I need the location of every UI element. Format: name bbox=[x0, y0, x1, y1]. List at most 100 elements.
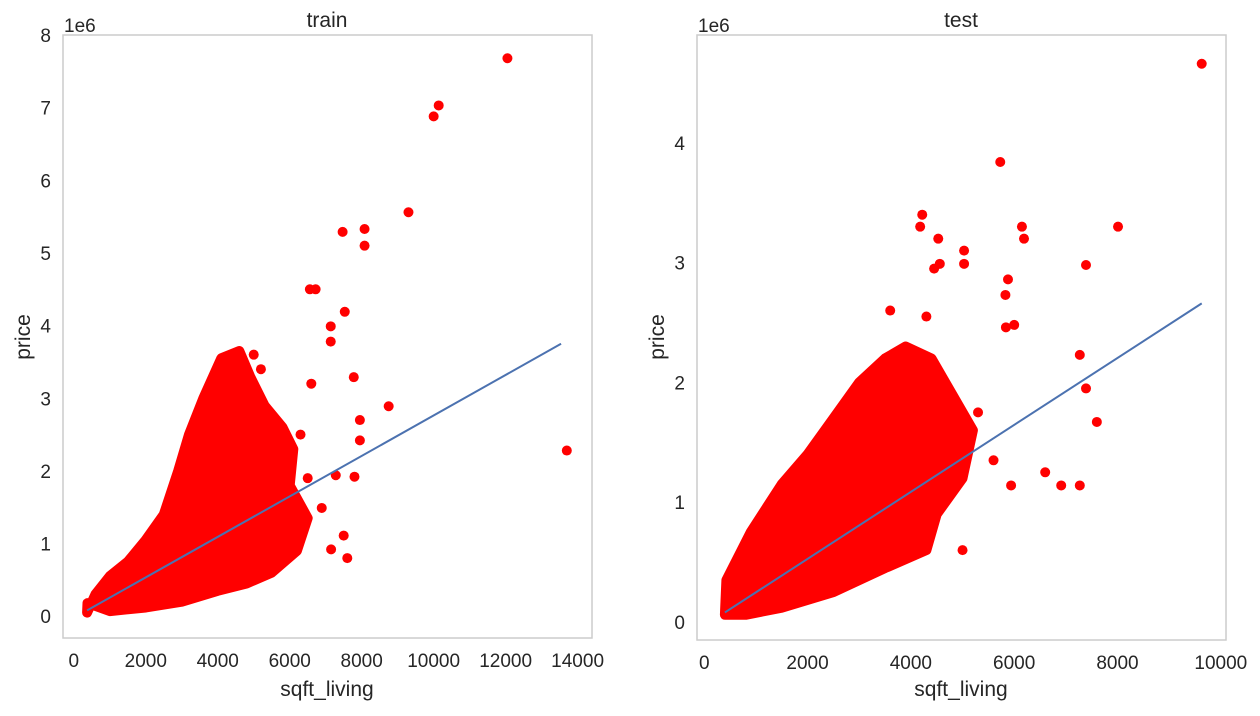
train-data-point bbox=[339, 306, 350, 317]
train-data-point bbox=[288, 541, 299, 552]
test-ytick-label: 3 bbox=[674, 254, 685, 275]
train-data-point bbox=[338, 530, 349, 541]
test-data-point bbox=[1002, 274, 1013, 285]
test-axes-frame bbox=[696, 34, 1227, 641]
train-data-point bbox=[326, 544, 337, 555]
test-data-point bbox=[959, 258, 970, 269]
test-ytick-label: 0 bbox=[674, 613, 685, 634]
test-ytick-label: 4 bbox=[674, 134, 685, 155]
train-data-point bbox=[502, 53, 513, 64]
test-data-point bbox=[995, 156, 1006, 167]
train-xtick-label: 12000 bbox=[479, 651, 532, 672]
test-data-point bbox=[1091, 416, 1102, 427]
test-data-point bbox=[1000, 289, 1011, 300]
train-ytick-label: 0 bbox=[40, 607, 51, 628]
test-xtick-label: 0 bbox=[699, 653, 710, 674]
train-data-point bbox=[316, 502, 327, 513]
test-ytick-label: 1 bbox=[674, 493, 685, 514]
train-data-point bbox=[349, 471, 360, 482]
test-dense-points bbox=[719, 341, 978, 620]
test-offset-label: 1e6 bbox=[698, 16, 730, 37]
train-subplot: train 1e6 sqft_living price 0 2000 4000 600… bbox=[12, 9, 604, 701]
test-title: test bbox=[944, 9, 978, 32]
train-xtick-label: 0 bbox=[69, 651, 80, 672]
test-data-point bbox=[988, 455, 999, 466]
train-ytick-label: 5 bbox=[40, 244, 51, 265]
train-ytick-label: 8 bbox=[40, 26, 51, 47]
train-xtick-label: 8000 bbox=[341, 651, 383, 672]
train-data-point bbox=[354, 415, 365, 426]
test-subplot: test 1e6 sqft_living price 0 2000 4000 6000… bbox=[646, 9, 1247, 701]
test-data-point bbox=[1019, 233, 1030, 244]
train-ytick-label: 3 bbox=[40, 389, 51, 410]
test-data-point bbox=[1081, 383, 1092, 394]
test-data-point bbox=[885, 305, 896, 316]
train-data-point bbox=[255, 364, 266, 375]
train-ytick-label: 4 bbox=[40, 317, 51, 338]
test-xlabel: sqft_living bbox=[914, 678, 1007, 701]
train-xtick-label: 4000 bbox=[197, 651, 239, 672]
test-xtick-label: 8000 bbox=[1096, 653, 1138, 674]
train-title: train bbox=[307, 9, 348, 32]
test-data-point bbox=[921, 311, 932, 322]
train-data-point bbox=[383, 401, 394, 412]
test-xtick-label: 4000 bbox=[890, 653, 932, 674]
test-data-point bbox=[1196, 58, 1207, 69]
test-data-point bbox=[959, 245, 970, 256]
train-data-point bbox=[295, 429, 306, 440]
train-xtick-label: 14000 bbox=[551, 651, 604, 672]
train-data-point bbox=[306, 378, 317, 389]
train-data-point bbox=[248, 349, 259, 360]
train-xtick-label: 6000 bbox=[269, 651, 311, 672]
test-data-point bbox=[915, 221, 926, 232]
train-data-point bbox=[561, 445, 572, 456]
train-ytick-label: 7 bbox=[40, 99, 51, 120]
train-data-point bbox=[354, 435, 365, 446]
train-ytick-label: 2 bbox=[40, 462, 51, 483]
train-data-point bbox=[302, 473, 313, 484]
test-data-point bbox=[1040, 467, 1051, 478]
test-data-point bbox=[917, 209, 928, 220]
train-data-point bbox=[403, 207, 414, 218]
train-ytick-label: 6 bbox=[40, 171, 51, 192]
train-data-point bbox=[359, 223, 370, 234]
train-data-point bbox=[428, 111, 439, 122]
train-data-point bbox=[359, 240, 370, 251]
test-data-point bbox=[1056, 480, 1067, 491]
train-ytick-label: 1 bbox=[40, 535, 51, 556]
train-data-point bbox=[310, 284, 321, 295]
train-axes-frame bbox=[62, 34, 593, 639]
train-offset-label: 1e6 bbox=[64, 16, 96, 37]
test-xtick-label: 10000 bbox=[1194, 653, 1247, 674]
test-data-point bbox=[1000, 322, 1011, 333]
train-xlabel: sqft_living bbox=[280, 678, 373, 701]
test-xtick-label: 2000 bbox=[786, 653, 828, 674]
train-data-point bbox=[325, 336, 336, 347]
train-xtick-label: 2000 bbox=[125, 651, 167, 672]
test-ytick-label: 2 bbox=[674, 373, 685, 394]
train-ylabel: price bbox=[12, 314, 35, 360]
train-data-point bbox=[433, 100, 444, 111]
test-xtick-label: 6000 bbox=[993, 653, 1035, 674]
test-regression-line bbox=[724, 302, 1203, 614]
test-data-point bbox=[957, 545, 968, 556]
train-data-point bbox=[342, 553, 353, 564]
test-data-point bbox=[1006, 480, 1017, 491]
train-dense-points bbox=[82, 346, 313, 618]
test-data-point bbox=[1074, 480, 1085, 491]
test-ylabel: price bbox=[646, 314, 669, 360]
test-data-point bbox=[929, 263, 940, 274]
test-data-point bbox=[1113, 221, 1124, 232]
test-data-point bbox=[1016, 221, 1027, 232]
train-data-point bbox=[325, 321, 336, 332]
train-data-point bbox=[348, 372, 359, 383]
test-data-point bbox=[1009, 319, 1020, 330]
train-regression-line bbox=[86, 342, 562, 612]
test-data-point bbox=[933, 233, 944, 244]
train-xtick-label: 10000 bbox=[407, 651, 460, 672]
test-data-point bbox=[973, 407, 984, 418]
test-data-point bbox=[1074, 349, 1085, 360]
test-data-point bbox=[1081, 260, 1092, 271]
train-data-point bbox=[337, 226, 348, 237]
